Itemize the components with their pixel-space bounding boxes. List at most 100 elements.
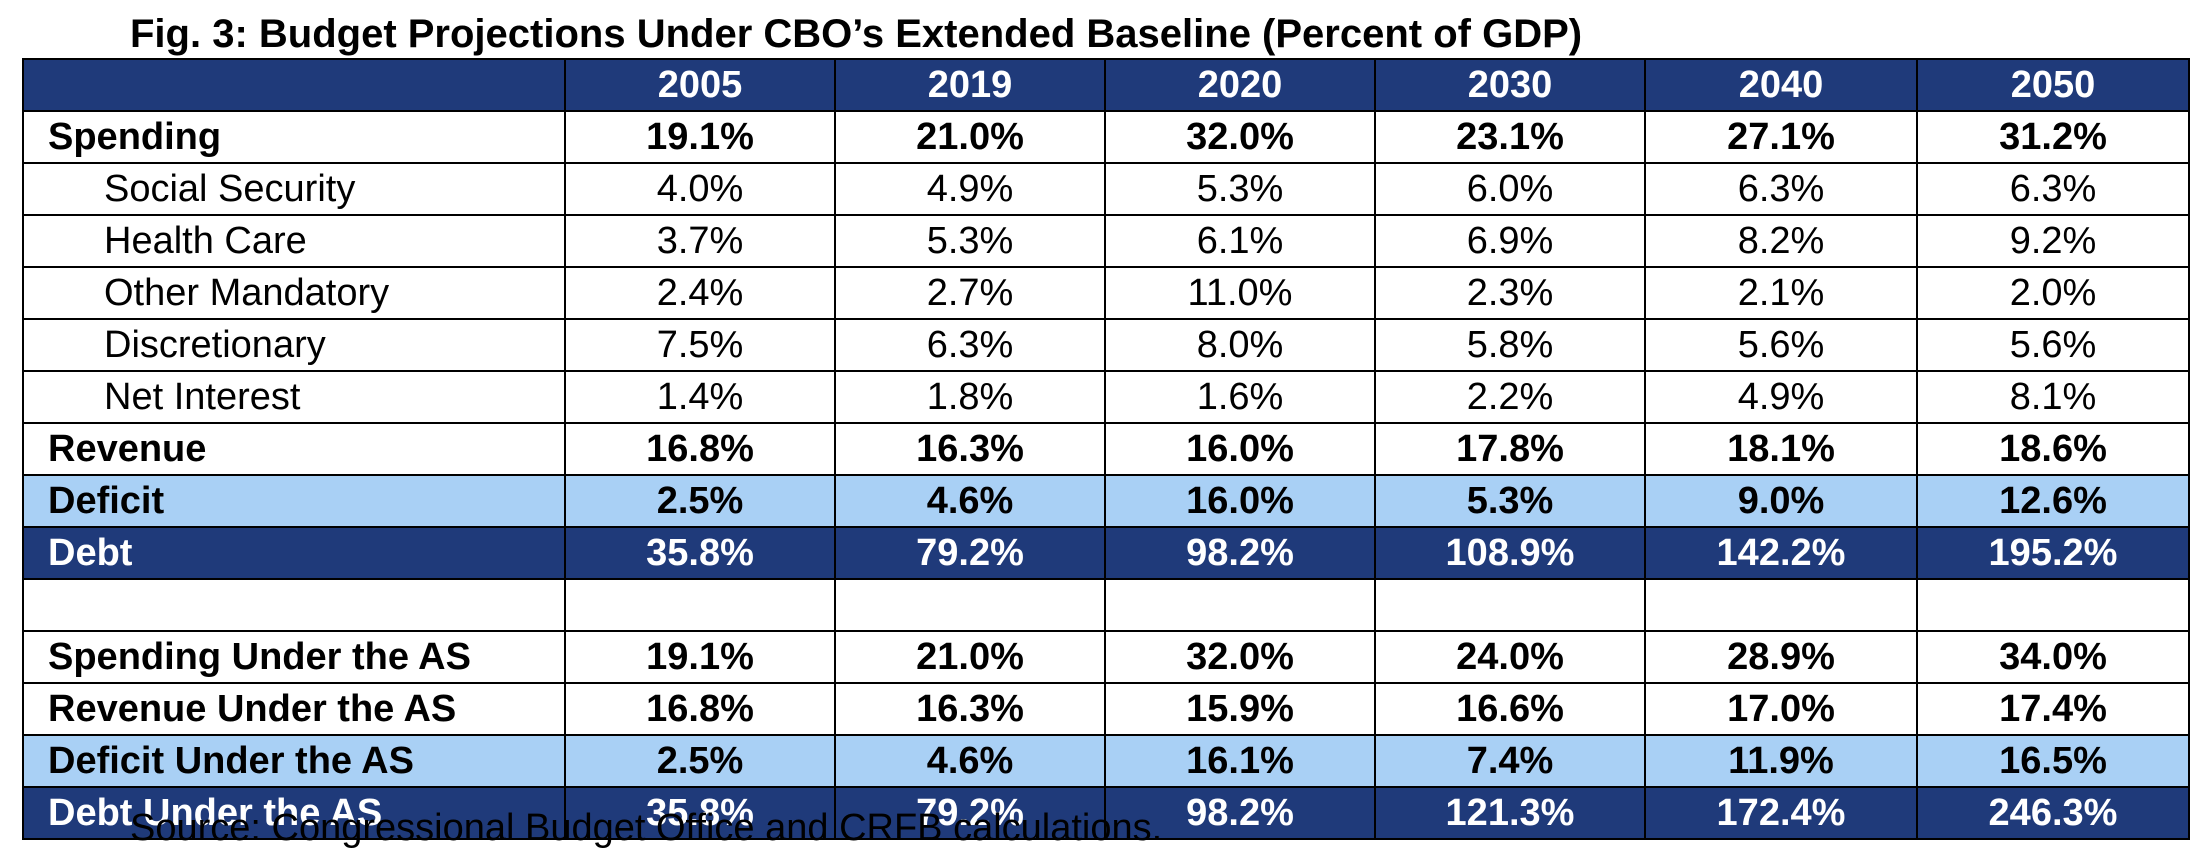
table-row-deficit: Deficit 2.5% 4.6% 16.0% 5.3% 9.0% 12.6% xyxy=(22,474,2190,528)
table-row-debt: Debt 35.8% 79.2% 98.2% 108.9% 142.2% 195.2% xyxy=(22,526,2190,580)
value-cell-2020: 1.6% xyxy=(1104,370,1376,424)
value-cell-2005: 19.1% xyxy=(564,630,836,684)
value-cell-2019: 79.2% xyxy=(834,526,1106,580)
value-cell-2050: 246.3% xyxy=(1916,786,2190,840)
value-cell-2030: 5.3% xyxy=(1374,474,1646,528)
value-cell-2019: 1.8% xyxy=(834,370,1106,424)
value-cell-2040: 6.3% xyxy=(1644,162,1918,216)
value-cell-2020: 5.3% xyxy=(1104,162,1376,216)
row-label: Spending xyxy=(22,110,566,164)
value-cell-2050: 31.2% xyxy=(1916,110,2190,164)
value-cell-2019: 21.0% xyxy=(834,630,1106,684)
row-label xyxy=(22,578,566,632)
value-cell-2030: 108.9% xyxy=(1374,526,1646,580)
row-label: Deficit Under the AS xyxy=(22,734,566,788)
value-cell-2005: 7.5% xyxy=(564,318,836,372)
row-label: Health Care xyxy=(22,214,566,268)
column-header-2019: 2019 xyxy=(834,58,1106,112)
value-cell-2019: 4.6% xyxy=(834,734,1106,788)
value-cell-2050: 2.0% xyxy=(1916,266,2190,320)
value-cell-2005: 4.0% xyxy=(564,162,836,216)
table-row-spending: Spending 19.1% 21.0% 32.0% 23.1% 27.1% 31.2% xyxy=(22,110,2190,164)
value-cell-2005: 1.4% xyxy=(564,370,836,424)
table-row-revenue: Revenue 16.8% 16.3% 16.0% 17.8% 18.1% 18.6% xyxy=(22,422,2190,476)
table-row-social-security: Social Security 4.0% 4.9% 5.3% 6.0% 6.3% 6.3% xyxy=(22,162,2190,216)
value-cell-2005: 16.8% xyxy=(564,422,836,476)
value-cell-2020: 16.1% xyxy=(1104,734,1376,788)
value-cell-2050: 8.1% xyxy=(1916,370,2190,424)
value-cell-2030: 6.9% xyxy=(1374,214,1646,268)
value-cell-2030: 121.3% xyxy=(1374,786,1646,840)
column-header-2030: 2030 xyxy=(1374,58,1646,112)
table-row-revenue-under-the-as: Revenue Under the AS 16.8% 16.3% 15.9% 16.6%… xyxy=(22,682,2190,736)
value-cell-2005: 2.4% xyxy=(564,266,836,320)
value-cell-2019: 21.0% xyxy=(834,110,1106,164)
row-label: Other Mandatory xyxy=(22,266,566,320)
table-row-discretionary: Discretionary 7.5% 6.3% 8.0% 5.8% 5.6% 5.6% xyxy=(22,318,2190,372)
table-row-debt-under-the-as: Debt Under the AS 35.8% 79.2% 98.2% 121.3% 17… xyxy=(22,786,2190,840)
column-header-2040: 2040 xyxy=(1644,58,1918,112)
value-cell-2030: 17.8% xyxy=(1374,422,1646,476)
row-label: Debt xyxy=(22,526,566,580)
row-label: Debt Under the AS xyxy=(22,786,566,840)
value-cell-2040: 5.6% xyxy=(1644,318,1918,372)
value-cell-2020: 8.0% xyxy=(1104,318,1376,372)
value-cell-2040: 172.4% xyxy=(1644,786,1918,840)
table-row-deficit-under-the-as: Deficit Under the AS 2.5% 4.6% 16.1% 7.4% 11.… xyxy=(22,734,2190,788)
row-label: Deficit xyxy=(22,474,566,528)
value-cell-2030: 5.8% xyxy=(1374,318,1646,372)
value-cell-2040: 9.0% xyxy=(1644,474,1918,528)
value-cell-2030: 6.0% xyxy=(1374,162,1646,216)
value-cell-2040: 18.1% xyxy=(1644,422,1918,476)
value-cell-2040: 11.9% xyxy=(1644,734,1918,788)
table-row-health-care: Health Care 3.7% 5.3% 6.1% 6.9% 8.2% 9.2% xyxy=(22,214,2190,268)
value-cell-2030 xyxy=(1374,578,1646,632)
column-header-2050: 2050 xyxy=(1916,58,2190,112)
value-cell-2030: 16.6% xyxy=(1374,682,1646,736)
value-cell-2040: 4.9% xyxy=(1644,370,1918,424)
value-cell-2019: 5.3% xyxy=(834,214,1106,268)
value-cell-2020: 15.9% xyxy=(1104,682,1376,736)
value-cell-2030: 2.3% xyxy=(1374,266,1646,320)
value-cell-2005: 3.7% xyxy=(564,214,836,268)
value-cell-2020 xyxy=(1104,578,1376,632)
value-cell-2020: 16.0% xyxy=(1104,422,1376,476)
value-cell-2040: 142.2% xyxy=(1644,526,1918,580)
value-cell-2020: 11.0% xyxy=(1104,266,1376,320)
value-cell-2020: 16.0% xyxy=(1104,474,1376,528)
value-cell-2019: 4.6% xyxy=(834,474,1106,528)
value-cell-2019: 6.3% xyxy=(834,318,1106,372)
table-row-other-mandatory: Other Mandatory 2.4% 2.7% 11.0% 2.3% 2.1% 2.0% xyxy=(22,266,2190,320)
value-cell-2019 xyxy=(834,578,1106,632)
row-label: Spending Under the AS xyxy=(22,630,566,684)
row-label: Revenue Under the AS xyxy=(22,682,566,736)
value-cell-2040: 2.1% xyxy=(1644,266,1918,320)
row-label: Discretionary xyxy=(22,318,566,372)
budget-table: 2005 2019 2020 2030 2040 2050 Spending 19.1% 21.… xyxy=(22,58,2190,840)
value-cell-2019: 79.2% xyxy=(834,786,1106,840)
value-cell-2050: 16.5% xyxy=(1916,734,2190,788)
value-cell-2050: 12.6% xyxy=(1916,474,2190,528)
value-cell-2005: 16.8% xyxy=(564,682,836,736)
value-cell-2030: 7.4% xyxy=(1374,734,1646,788)
value-cell-2050: 5.6% xyxy=(1916,318,2190,372)
value-cell-2050 xyxy=(1916,578,2190,632)
value-cell-2019: 16.3% xyxy=(834,422,1106,476)
value-cell-2030: 24.0% xyxy=(1374,630,1646,684)
column-header-2005: 2005 xyxy=(564,58,836,112)
row-label: Revenue xyxy=(22,422,566,476)
value-cell-2019: 2.7% xyxy=(834,266,1106,320)
value-cell-2040: 27.1% xyxy=(1644,110,1918,164)
table-row-blank xyxy=(22,578,2190,632)
value-cell-2050: 9.2% xyxy=(1916,214,2190,268)
chart-title: Fig. 3: Budget Projections Under CBO’s E… xyxy=(130,12,1583,56)
value-cell-2050: 34.0% xyxy=(1916,630,2190,684)
value-cell-2005: 19.1% xyxy=(564,110,836,164)
table-row-spending-under-the-as: Spending Under the AS 19.1% 21.0% 32.0% 24.0… xyxy=(22,630,2190,684)
value-cell-2019: 16.3% xyxy=(834,682,1106,736)
column-header-2020: 2020 xyxy=(1104,58,1376,112)
value-cell-2005: 35.8% xyxy=(564,786,836,840)
value-cell-2040: 17.0% xyxy=(1644,682,1918,736)
value-cell-2005 xyxy=(564,578,836,632)
value-cell-2020: 98.2% xyxy=(1104,786,1376,840)
